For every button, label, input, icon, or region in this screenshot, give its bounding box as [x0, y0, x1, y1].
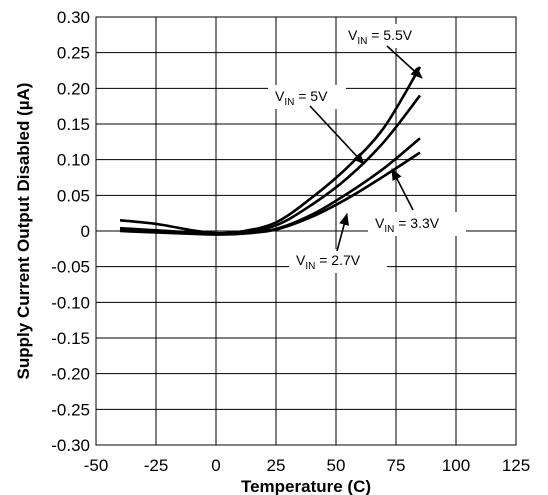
- annotation-background: [268, 85, 346, 109]
- y-tick-label: 0.20: [57, 79, 90, 98]
- x-tick-label: 100: [442, 456, 470, 475]
- x-tick-label: -50: [84, 456, 109, 475]
- y-tick-label: -0.10: [51, 293, 90, 312]
- annotation-subscript: IN: [384, 224, 394, 235]
- annotation-label: VIN = 5.5V: [348, 27, 413, 47]
- y-tick-label: -0.30: [51, 436, 90, 455]
- annotation-value: = 2.7V: [315, 252, 360, 268]
- annotation-value: = 5V: [294, 88, 328, 104]
- annotation-label: VIN = 2.7V: [296, 252, 361, 272]
- y-tick-label: -0.20: [51, 365, 90, 384]
- annotation-subscript: IN: [284, 97, 294, 108]
- plot-frame: [95, 16, 517, 446]
- annotation-subscript: IN: [357, 36, 367, 47]
- annotation-main: V: [375, 215, 385, 231]
- x-axis-title: Temperature (C): [241, 477, 371, 495]
- annotation-arrow: [336, 213, 349, 252]
- annotation-value: = 3.3V: [394, 215, 439, 231]
- annotation-3: VIN = 3.3V: [368, 168, 466, 236]
- y-tick-label: 0.05: [57, 186, 90, 205]
- y-tick-label: -0.15: [51, 329, 90, 348]
- series-lines: [119, 66, 422, 236]
- annotation-background: [368, 212, 466, 236]
- y-tick-label: 0.25: [57, 44, 90, 63]
- x-tick-label: -25: [144, 456, 169, 475]
- annotation-label: VIN = 3.3V: [375, 215, 440, 235]
- annotation-main: V: [296, 252, 306, 268]
- x-tick-label: 0: [211, 456, 220, 475]
- y-axis-title: Supply Current Output Disabled (µA): [14, 83, 33, 380]
- y-tick-label: 0.10: [57, 151, 90, 170]
- series-line-4: [119, 151, 421, 236]
- annotation-arrow: [309, 105, 365, 165]
- x-tick-labels: -50 -25 0 25 50 75 100 125: [84, 456, 530, 475]
- annotation-main: V: [275, 88, 285, 104]
- y-tick-label: -0.25: [51, 400, 90, 419]
- annotation-arrow: [391, 168, 414, 211]
- y-tick-label: 0.30: [57, 8, 90, 27]
- annotation-subscript: IN: [305, 261, 315, 272]
- annotation-background: [289, 249, 387, 273]
- annotation-1: VIN = 5.5V: [340, 24, 438, 79]
- y-tick-label: -0.05: [51, 258, 90, 277]
- y-tick-label: 0.15: [57, 115, 90, 134]
- y-tick-label: 0: [81, 222, 90, 241]
- annotation-main: V: [348, 27, 358, 43]
- y-tick-labels: 0.30 0.25 0.20 0.15 0.10 0.05 0 -0.05 -0.10 -0.15…: [51, 8, 90, 455]
- annotation-value: = 5.5V: [367, 27, 412, 43]
- annotation-background: [340, 24, 438, 48]
- x-tick-label: 75: [387, 456, 406, 475]
- annotation-arrow: [386, 45, 423, 79]
- x-tick-label: 50: [327, 456, 346, 475]
- annotation-label: VIN = 5V: [275, 88, 328, 108]
- x-tick-label: 125: [502, 456, 530, 475]
- x-tick-label: 25: [267, 456, 286, 475]
- annotation-4: VIN = 2.7V: [289, 213, 387, 273]
- annotation-2: VIN = 5V: [268, 85, 365, 165]
